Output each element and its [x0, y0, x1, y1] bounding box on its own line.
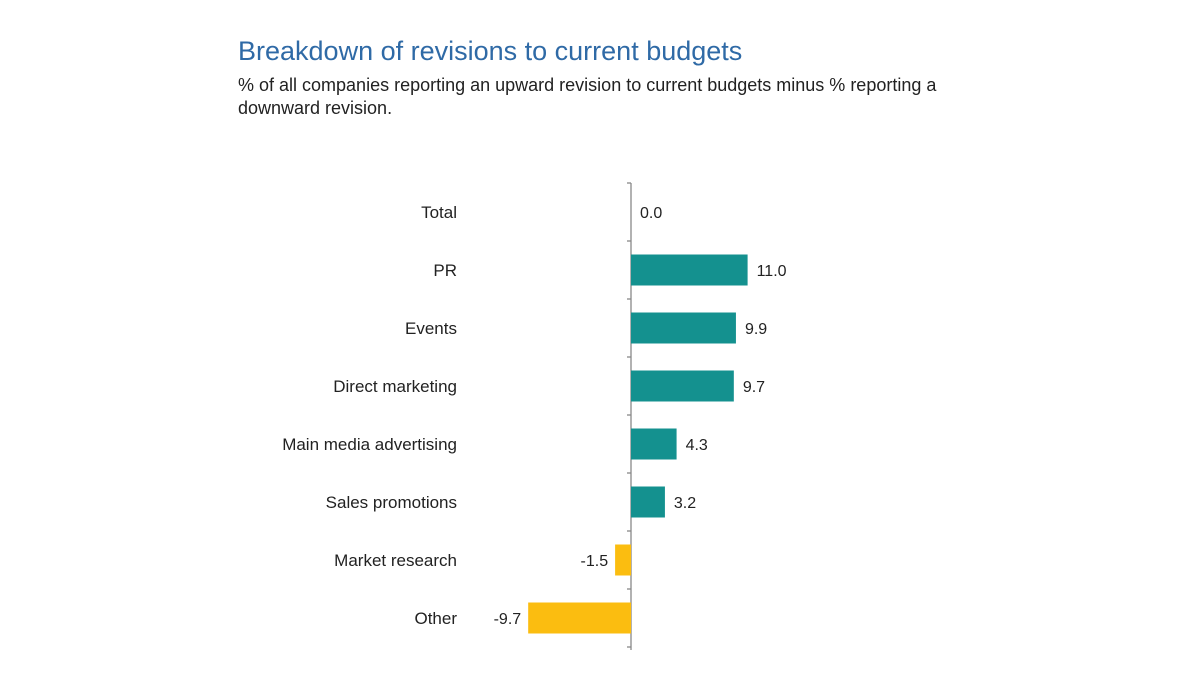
- bar: [631, 370, 734, 402]
- bar: [631, 428, 677, 460]
- chart-title: Breakdown of revisions to current budget…: [238, 36, 743, 66]
- data-label: 4.3: [686, 437, 708, 454]
- bar: [631, 486, 665, 518]
- data-label: 11.0: [757, 263, 787, 280]
- bar: [528, 602, 631, 634]
- chart-subtitle: % of all companies reporting an upward r…: [238, 75, 937, 118]
- category-label: Other: [414, 609, 457, 628]
- data-label: -9.7: [494, 611, 522, 628]
- data-label: 3.2: [674, 495, 696, 512]
- category-label: Sales promotions: [326, 493, 457, 512]
- category-label: Total: [421, 203, 457, 222]
- bar: [631, 254, 748, 286]
- bar: [615, 544, 631, 576]
- data-label: 9.7: [743, 379, 765, 396]
- data-label: 0.0: [640, 205, 662, 222]
- bar: [631, 312, 736, 344]
- category-label: Market research: [334, 551, 457, 570]
- category-label: Main media advertising: [282, 435, 457, 454]
- data-label: -1.5: [581, 553, 609, 570]
- data-label: 9.9: [745, 321, 767, 338]
- category-label: Direct marketing: [333, 377, 457, 396]
- category-label: PR: [433, 261, 457, 280]
- category-label: Events: [405, 319, 457, 338]
